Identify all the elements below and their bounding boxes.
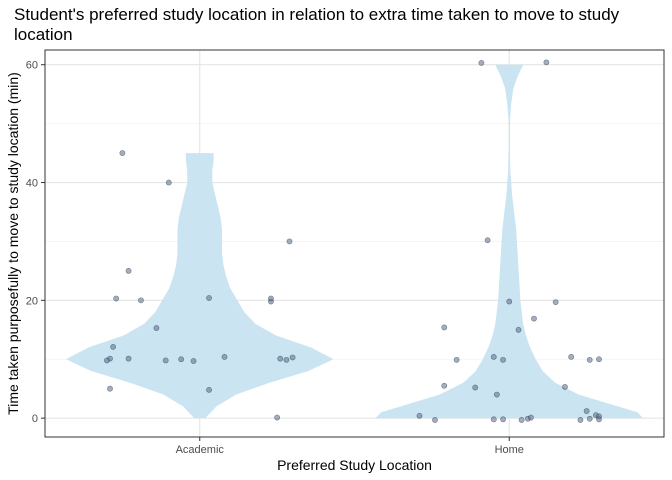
data-point <box>286 238 293 245</box>
x-tick-label: Academic <box>176 444 225 456</box>
data-point <box>110 343 116 350</box>
data-point <box>596 416 602 423</box>
data-point <box>484 237 491 244</box>
data-point <box>165 179 172 186</box>
violins <box>66 64 643 419</box>
data-point <box>586 356 593 363</box>
data-point <box>500 416 506 423</box>
x-tick-label: Home <box>495 444 524 456</box>
data-point <box>268 295 274 302</box>
data-points <box>104 59 602 423</box>
y-tick-label: 20 <box>26 295 38 307</box>
axes: 0 20 40 60 Academic Home <box>26 60 524 456</box>
data-point <box>206 295 212 301</box>
data-point <box>531 315 537 322</box>
data-point <box>472 384 479 391</box>
data-point <box>515 326 522 333</box>
data-point <box>490 353 497 360</box>
x-axis-title: Preferred Study Location <box>277 457 432 473</box>
data-point <box>113 295 120 302</box>
data-point <box>221 353 228 360</box>
data-point <box>490 416 497 423</box>
data-point <box>583 408 590 414</box>
data-point <box>153 325 160 331</box>
data-point <box>586 415 593 422</box>
y-axis-title: Time taken purposefully to move to study… <box>5 72 21 415</box>
y-tick-label: 40 <box>26 178 38 190</box>
chart-title: Student's preferred study location in re… <box>14 5 620 44</box>
data-point <box>289 354 296 361</box>
data-point <box>274 414 281 421</box>
data-point <box>500 356 506 363</box>
data-point <box>104 357 110 364</box>
data-point <box>493 391 500 398</box>
data-point <box>277 355 284 362</box>
data-point <box>416 412 423 419</box>
data-point <box>596 356 602 363</box>
data-point <box>528 414 534 421</box>
data-point <box>562 384 568 390</box>
data-point <box>283 356 290 363</box>
violin-academic <box>66 153 334 419</box>
data-point <box>107 385 113 392</box>
data-point <box>119 150 126 156</box>
data-point <box>125 267 132 274</box>
data-point <box>206 386 212 393</box>
data-point <box>190 358 197 364</box>
data-point <box>453 356 460 363</box>
data-point <box>138 297 144 304</box>
data-point <box>543 59 550 66</box>
data-point <box>518 417 525 423</box>
data-point <box>178 356 185 363</box>
panel-border <box>44 49 665 438</box>
data-point <box>441 324 448 331</box>
y-tick-label: 60 <box>26 60 38 72</box>
data-point <box>568 353 575 360</box>
data-point <box>478 60 485 66</box>
data-point <box>162 357 169 364</box>
data-point <box>506 298 513 305</box>
data-point <box>441 382 448 389</box>
data-point <box>432 417 438 423</box>
y-tick-label: 0 <box>32 413 38 425</box>
data-point <box>577 417 584 423</box>
data-point <box>125 355 132 362</box>
data-point <box>552 299 559 306</box>
violin-home <box>375 64 643 419</box>
